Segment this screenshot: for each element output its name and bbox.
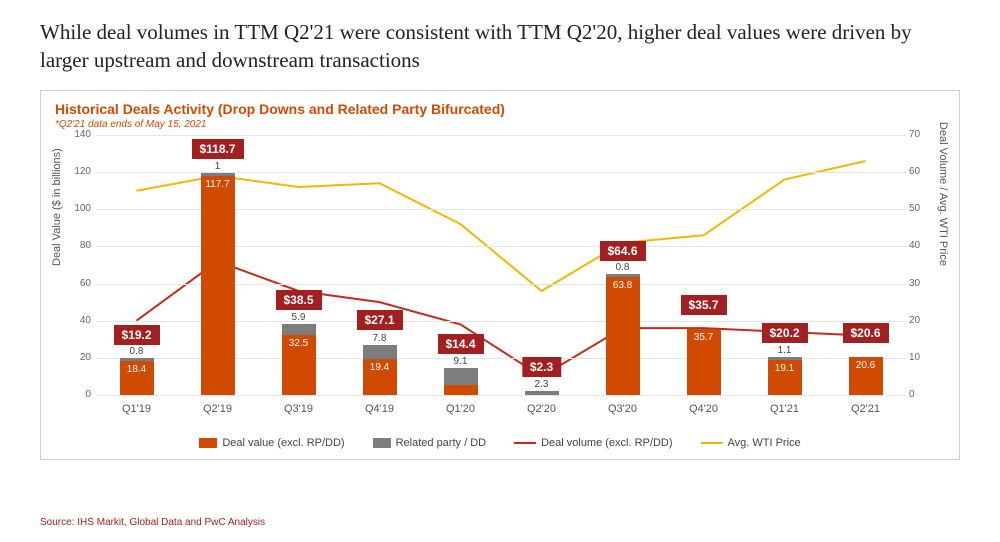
y-left-tick: 100	[66, 203, 91, 214]
x-axis-label: Q2'19	[188, 403, 248, 415]
legend-swatch	[514, 442, 536, 444]
y-left-tick: 20	[66, 352, 91, 363]
grid-line	[96, 395, 906, 396]
source-note: Source: IHS Markit, Global Data and PwC …	[40, 517, 265, 528]
x-axis-label: Q2'21	[836, 403, 896, 415]
bar-value-label: 0.8	[120, 346, 154, 357]
callout-total: $20.6	[842, 323, 888, 343]
x-axis-label: Q3'19	[269, 403, 329, 415]
callout-total: $27.1	[356, 310, 402, 330]
bar-value-label: 32.5	[282, 338, 316, 349]
y-left-tick: 80	[66, 240, 91, 251]
bar-value-label: 0.8	[606, 262, 640, 273]
legend-label: Deal volume (excl. RP/DD)	[541, 437, 672, 449]
plot-area: 02040608010012014001020304050607018.40.8…	[96, 135, 906, 395]
bar-related-party	[525, 391, 559, 395]
legend-item: Related party / DD	[373, 437, 486, 449]
callout-total: $118.7	[191, 139, 243, 159]
bar-deal-value	[606, 277, 640, 395]
y-right-tick: 10	[909, 352, 934, 363]
x-axis-label: Q4'20	[674, 403, 734, 415]
callout-total: $19.2	[113, 325, 159, 345]
bar-deal-value	[444, 385, 478, 395]
y-axis-left-title: Deal Value ($ in billions)	[51, 148, 63, 266]
bar-related-party	[606, 274, 640, 277]
callout-total: $64.6	[599, 241, 645, 261]
legend-swatch	[701, 442, 723, 444]
y-right-tick: 40	[909, 240, 934, 251]
legend-item: Deal value (excl. RP/DD)	[199, 437, 344, 449]
y-left-tick: 0	[66, 389, 91, 400]
legend-label: Deal value (excl. RP/DD)	[222, 437, 344, 449]
bar-value-label: 9.1	[444, 356, 478, 367]
y-right-tick: 20	[909, 315, 934, 326]
callout-total: $2.3	[522, 357, 561, 377]
y-left-tick: 40	[66, 315, 91, 326]
y-left-tick: 60	[66, 278, 91, 289]
y-right-tick: 50	[909, 203, 934, 214]
x-axis-label: Q4'19	[350, 403, 410, 415]
chart-title: Historical Deals Activity (Drop Downs an…	[55, 101, 505, 117]
bar-related-party	[120, 358, 154, 361]
bar-value-label: 63.8	[606, 280, 640, 291]
legend-label: Avg. WTI Price	[728, 437, 801, 449]
y-axis-right-title: Deal Volume / Avg. WTI Price	[937, 122, 949, 266]
page-headline: While deal volumes in TTM Q2'21 were con…	[40, 18, 940, 75]
bar-related-party	[363, 345, 397, 359]
callout-total: $14.4	[437, 334, 483, 354]
y-right-tick: 70	[909, 129, 934, 140]
legend-item: Avg. WTI Price	[701, 437, 801, 449]
legend-swatch	[199, 438, 217, 448]
x-axis-label: Q1'19	[107, 403, 167, 415]
bar-value-label: 18.4	[120, 364, 154, 375]
bar-related-party	[282, 324, 316, 335]
bar-related-party	[201, 173, 235, 176]
y-right-tick: 30	[909, 278, 934, 289]
bar-value-label: 117.7	[201, 179, 235, 190]
bar-value-label: 1.1	[768, 345, 802, 356]
bar-deal-value	[201, 176, 235, 395]
callout-total: $20.2	[761, 323, 807, 343]
grid-line	[96, 135, 906, 136]
callout-total: $35.7	[680, 295, 726, 315]
y-left-tick: 120	[66, 166, 91, 177]
x-axis-label: Q2'20	[512, 403, 572, 415]
bar-value-label: 7.8	[363, 333, 397, 344]
y-right-tick: 60	[909, 166, 934, 177]
y-left-tick: 140	[66, 129, 91, 140]
bar-value-label: 19.1	[768, 363, 802, 374]
legend-label: Related party / DD	[396, 437, 486, 449]
x-axis-label: Q3'20	[593, 403, 653, 415]
bar-related-party	[444, 368, 478, 385]
line-series	[137, 261, 866, 376]
bar-value-label: 2.3	[525, 379, 559, 390]
legend-item: Deal volume (excl. RP/DD)	[514, 437, 672, 449]
legend: Deal value (excl. RP/DD) Related party / …	[41, 437, 959, 449]
chart-container: Historical Deals Activity (Drop Downs an…	[40, 90, 960, 460]
bar-value-label: 5.9	[282, 312, 316, 323]
callout-total: $38.5	[275, 290, 321, 310]
bar-value-label: 19.4	[363, 362, 397, 373]
x-axis-label: Q1'20	[431, 403, 491, 415]
x-axis-label: Q1'21	[755, 403, 815, 415]
bar-value-label: 35.7	[687, 332, 721, 343]
y-right-tick: 0	[909, 389, 934, 400]
bar-related-party	[768, 357, 802, 360]
bar-value-label: 20.6	[849, 360, 883, 371]
legend-swatch	[373, 438, 391, 448]
bar-value-label: 1	[201, 161, 235, 172]
